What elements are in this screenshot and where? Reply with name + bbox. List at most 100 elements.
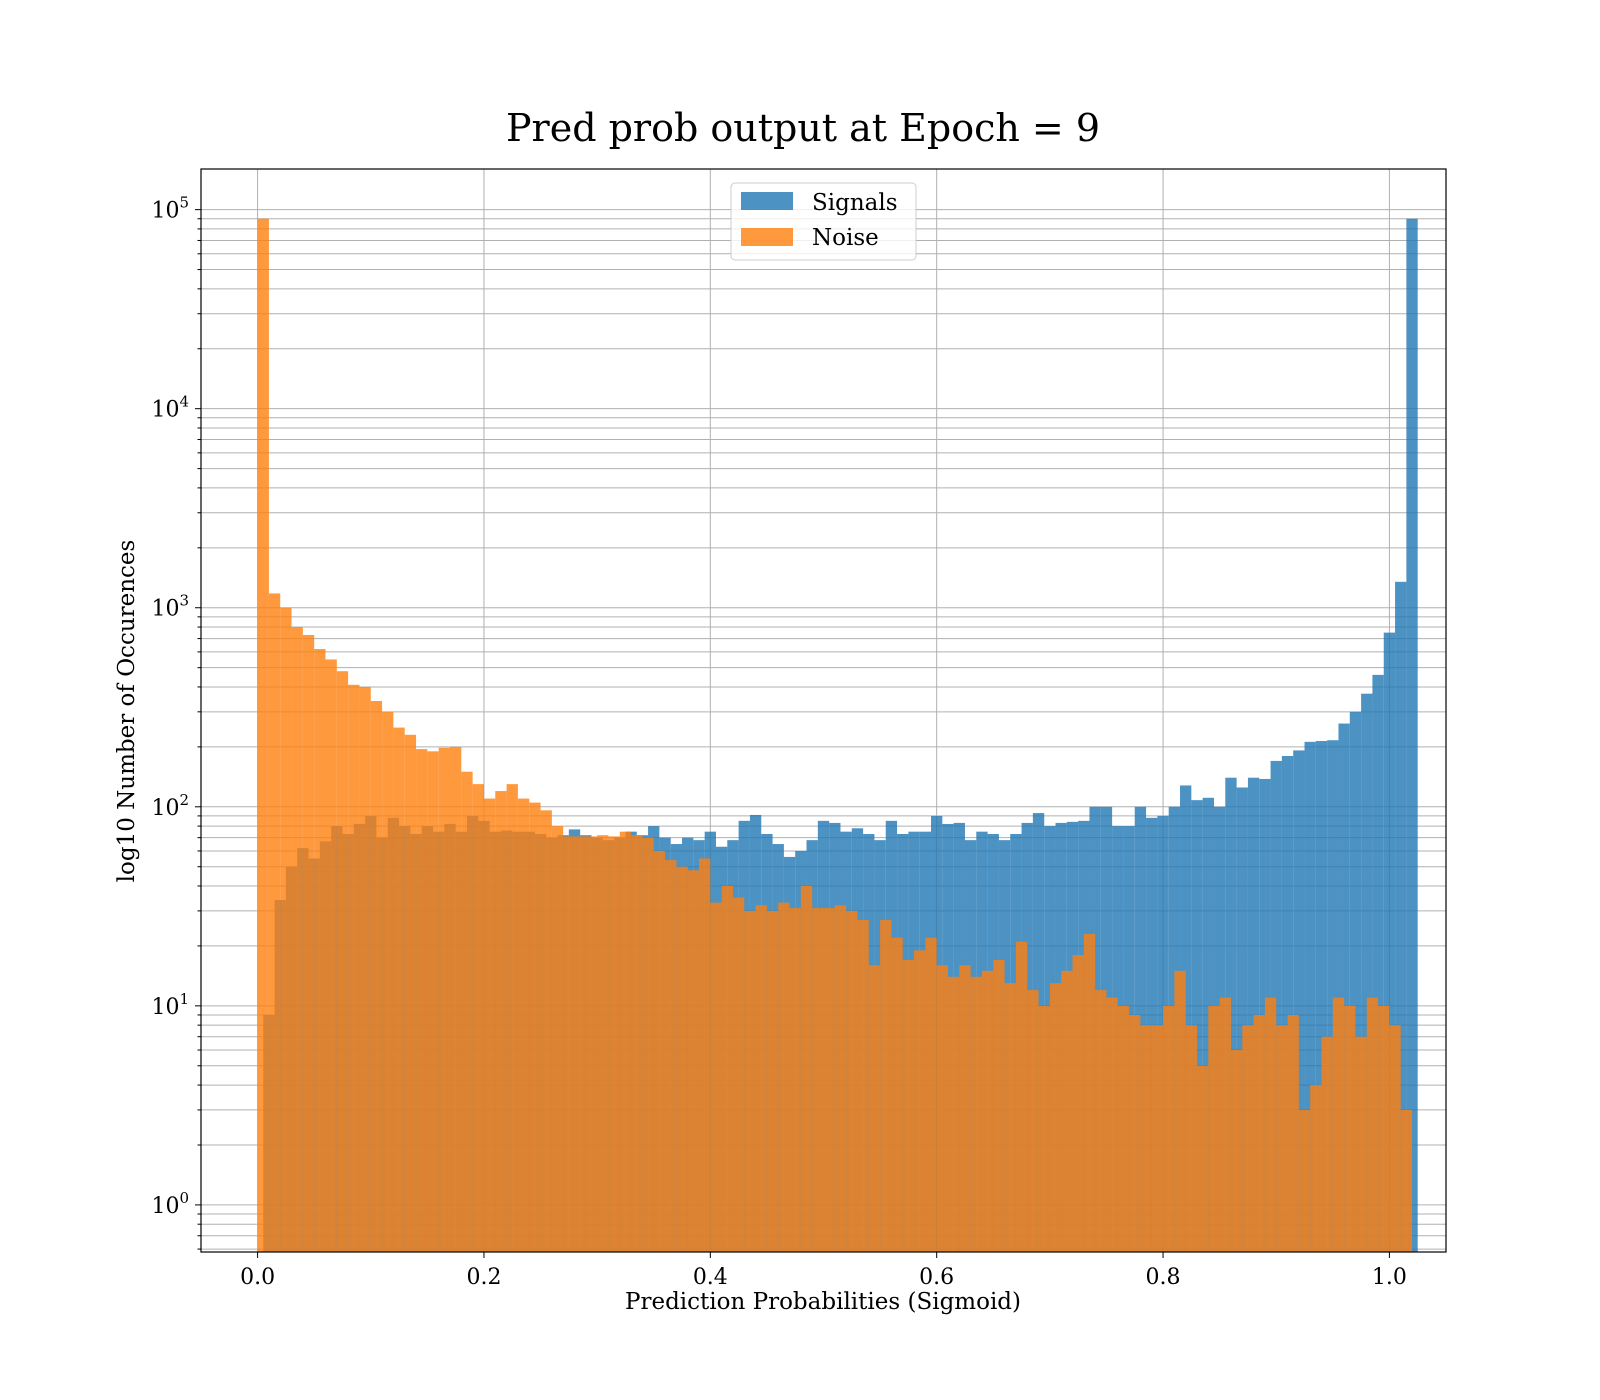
noise-bar xyxy=(1219,997,1231,1252)
noise-bar xyxy=(325,659,337,1252)
noise-bar xyxy=(699,858,711,1252)
signals-bar xyxy=(1406,218,1418,1252)
noise-bar xyxy=(993,959,1005,1252)
noise-bar xyxy=(1095,990,1107,1252)
noise-bar xyxy=(1185,1025,1197,1252)
noise-bar xyxy=(744,910,756,1252)
noise-bar xyxy=(1389,1025,1401,1252)
noise-bar xyxy=(1163,1005,1175,1252)
noise-bar xyxy=(868,965,881,1252)
noise-bar xyxy=(755,905,767,1252)
signals-bar xyxy=(1327,740,1339,1252)
noise-bar xyxy=(619,831,632,1252)
noise-bar xyxy=(1004,983,1016,1252)
noise-bar xyxy=(529,802,541,1252)
noise-bar xyxy=(1321,1036,1333,1252)
y-tick-label: 103 xyxy=(151,592,189,622)
x-tick-label: 0.0 xyxy=(240,1265,275,1290)
signals-bar xyxy=(1247,777,1260,1252)
noise-bar xyxy=(665,860,677,1252)
noise-bar xyxy=(653,850,666,1252)
y-axis-label: log10 Number of Occurences xyxy=(114,540,140,883)
noise-bar xyxy=(1344,1005,1356,1252)
noise-bar xyxy=(427,751,439,1252)
signals-bar xyxy=(1349,711,1362,1252)
noise-bar xyxy=(1027,990,1039,1252)
y-tick-label: 101 xyxy=(151,990,189,1020)
noise-bar xyxy=(382,711,394,1252)
noise-bar xyxy=(812,908,824,1252)
noise-bar xyxy=(880,919,892,1252)
noise-bar xyxy=(800,886,813,1252)
plot-frame xyxy=(200,168,1447,1253)
noise-bar xyxy=(970,976,982,1252)
signals-bar xyxy=(1315,741,1328,1252)
noise-bar xyxy=(846,910,858,1252)
noise-bar xyxy=(608,836,620,1252)
noise-bar xyxy=(1083,933,1096,1252)
noise-bar xyxy=(1264,997,1277,1252)
noise-bar xyxy=(450,746,462,1252)
noise-bar xyxy=(687,870,699,1252)
noise-bar xyxy=(1400,1109,1413,1252)
signals-bar xyxy=(1361,693,1373,1252)
noise-bar xyxy=(302,634,315,1252)
noise-bar xyxy=(280,607,292,1252)
legend-swatch-signals xyxy=(741,192,793,210)
noise-bar xyxy=(506,784,518,1252)
legend: Signals Noise xyxy=(730,182,917,261)
noise-bar xyxy=(574,836,586,1252)
noise-bar xyxy=(359,686,371,1252)
noise-bar xyxy=(1151,1025,1164,1252)
noise-bar xyxy=(789,908,801,1252)
noise-bar xyxy=(563,836,575,1252)
noise-bar xyxy=(914,950,926,1252)
x-tick-label: 0.2 xyxy=(466,1265,501,1290)
noise-bar xyxy=(891,937,903,1252)
signals-bar xyxy=(1383,632,1396,1252)
x-axis-label: Prediction Probabilities (Sigmoid) xyxy=(625,1289,1021,1315)
noise-bar xyxy=(1253,1014,1265,1252)
noise-bar xyxy=(483,798,496,1252)
noise-bar xyxy=(314,649,326,1252)
chart-title: Pred prob output at Epoch = 9 xyxy=(506,106,1100,150)
noise-bar xyxy=(1332,997,1345,1252)
noise-bar xyxy=(936,965,948,1252)
signals-bar xyxy=(1395,581,1407,1252)
signals-bar xyxy=(1304,741,1316,1252)
noise-bar xyxy=(416,749,428,1252)
noise-bar xyxy=(597,835,609,1252)
noise-bar xyxy=(1310,1085,1322,1252)
noise-bar xyxy=(495,791,507,1252)
noise-bar xyxy=(631,835,643,1252)
noise-bar xyxy=(551,826,564,1252)
noise-bar xyxy=(1287,1014,1299,1252)
noise-bar xyxy=(823,908,835,1252)
y-tick-label: 102 xyxy=(151,791,189,821)
y-tick-label: 105 xyxy=(151,194,189,224)
x-tick-label: 0.6 xyxy=(919,1265,954,1290)
signals-bar xyxy=(1372,674,1384,1252)
noise-bar xyxy=(517,798,530,1252)
noise-bar xyxy=(857,919,869,1252)
signals-bar xyxy=(1202,797,1214,1252)
noise-bar xyxy=(1129,1014,1141,1252)
noise-bar xyxy=(1378,1005,1390,1252)
noise-bar xyxy=(902,959,915,1252)
noise-bar xyxy=(721,886,733,1252)
legend-label-noise: Noise xyxy=(812,225,879,251)
noise-bar xyxy=(925,937,937,1252)
noise-bar xyxy=(336,671,349,1252)
noise-bar xyxy=(348,684,360,1252)
signals-bar xyxy=(1236,787,1248,1252)
noise-bar xyxy=(1061,970,1073,1252)
noise-bar xyxy=(1197,1065,1209,1252)
noise-bar xyxy=(291,627,303,1252)
noise-bar xyxy=(1072,955,1084,1252)
noise-bar xyxy=(268,593,281,1252)
noise-bar xyxy=(981,970,994,1252)
legend-label-signals: Signals xyxy=(812,190,898,216)
signals-bar xyxy=(1293,750,1305,1252)
noise-bar xyxy=(1038,1005,1050,1252)
x-tick-label: 1.0 xyxy=(1372,1265,1407,1290)
